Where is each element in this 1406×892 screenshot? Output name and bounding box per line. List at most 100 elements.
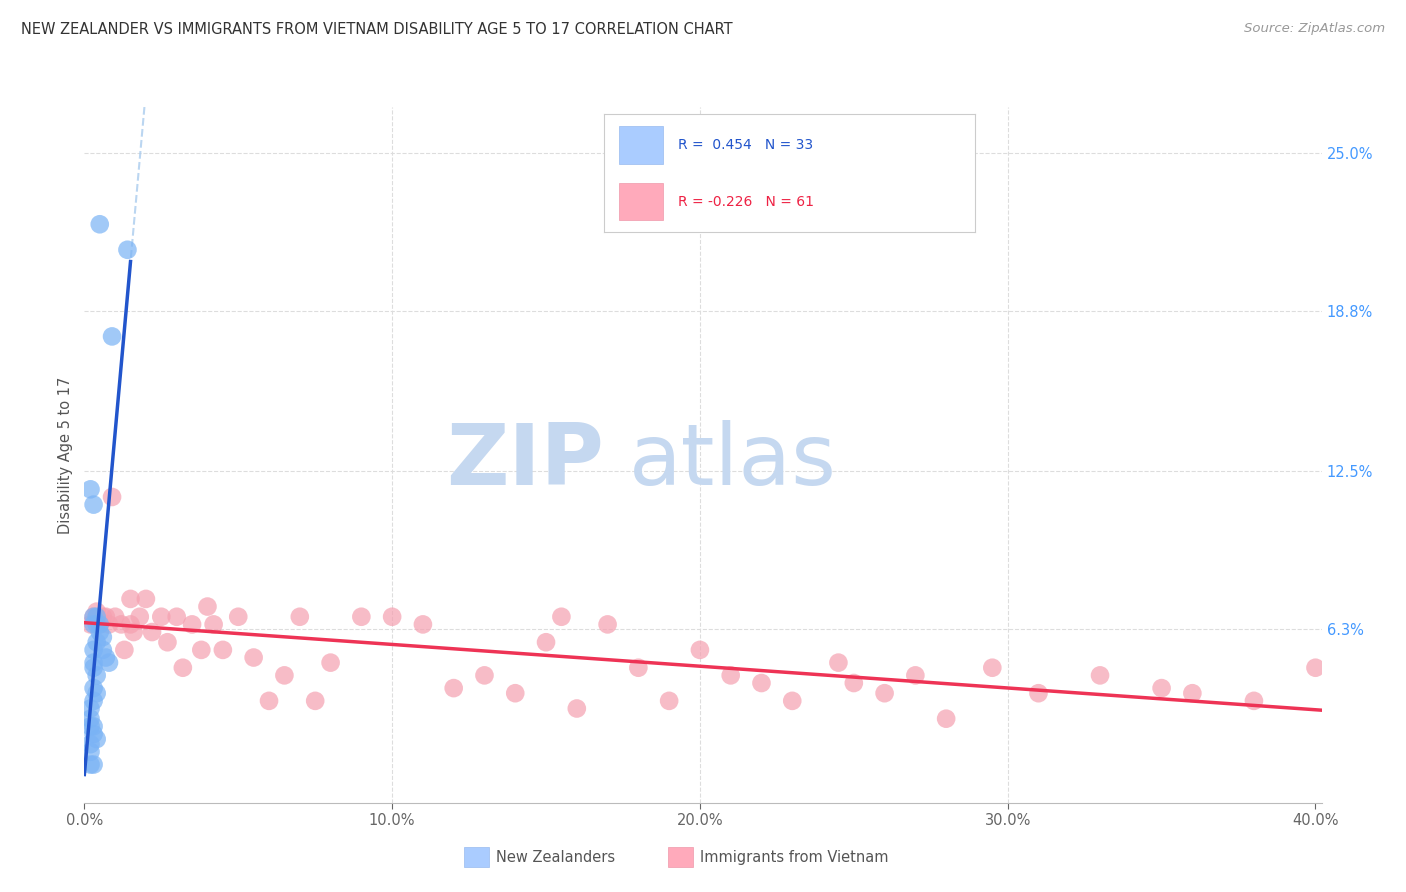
Point bbox=[117, 243, 139, 257]
Point bbox=[150, 609, 173, 624]
Point bbox=[720, 668, 742, 682]
Point bbox=[104, 609, 127, 624]
Point bbox=[474, 668, 496, 682]
Point bbox=[842, 676, 865, 690]
Point bbox=[904, 668, 927, 682]
Point bbox=[981, 661, 1004, 675]
Point bbox=[350, 609, 373, 624]
Point bbox=[98, 656, 121, 670]
Point bbox=[172, 661, 194, 675]
Point bbox=[89, 617, 111, 632]
Point bbox=[83, 609, 105, 624]
Point bbox=[86, 686, 108, 700]
Point bbox=[226, 609, 249, 624]
Point bbox=[83, 609, 105, 624]
Point bbox=[83, 661, 105, 675]
Point bbox=[565, 701, 588, 715]
Point bbox=[94, 609, 117, 624]
Point bbox=[83, 617, 105, 632]
Text: New Zealanders: New Zealanders bbox=[496, 850, 616, 864]
Point bbox=[257, 694, 280, 708]
Point bbox=[120, 617, 142, 632]
Point bbox=[83, 498, 105, 512]
Point bbox=[627, 661, 650, 675]
Point bbox=[658, 694, 681, 708]
Point bbox=[935, 712, 957, 726]
Point bbox=[86, 617, 108, 632]
Point bbox=[827, 656, 849, 670]
Point bbox=[79, 757, 101, 772]
Point bbox=[86, 605, 108, 619]
Y-axis label: Disability Age 5 to 17: Disability Age 5 to 17 bbox=[58, 376, 73, 533]
Point bbox=[412, 617, 434, 632]
Point bbox=[86, 635, 108, 649]
Point bbox=[112, 643, 135, 657]
Point bbox=[135, 591, 157, 606]
Point bbox=[79, 617, 101, 632]
Point bbox=[288, 609, 311, 624]
Point bbox=[94, 650, 117, 665]
Point bbox=[242, 650, 264, 665]
Point bbox=[101, 490, 124, 504]
Point bbox=[689, 643, 711, 657]
Point bbox=[128, 609, 150, 624]
Point bbox=[273, 668, 295, 682]
Point bbox=[110, 617, 132, 632]
Text: Source: ZipAtlas.com: Source: ZipAtlas.com bbox=[1244, 22, 1385, 36]
Point bbox=[202, 617, 225, 632]
Point bbox=[91, 630, 114, 644]
Point bbox=[98, 617, 121, 632]
Point bbox=[181, 617, 204, 632]
Point bbox=[86, 732, 108, 747]
Point bbox=[141, 625, 163, 640]
Text: NEW ZEALANDER VS IMMIGRANTS FROM VIETNAM DISABILITY AGE 5 TO 17 CORRELATION CHAR: NEW ZEALANDER VS IMMIGRANTS FROM VIETNAM… bbox=[21, 22, 733, 37]
Point bbox=[89, 217, 111, 231]
Point bbox=[534, 635, 557, 649]
Point bbox=[79, 719, 101, 733]
Point bbox=[86, 609, 108, 624]
Point bbox=[89, 617, 111, 632]
Point bbox=[79, 483, 101, 497]
Point bbox=[83, 719, 105, 733]
Point bbox=[1305, 661, 1327, 675]
Point bbox=[190, 643, 212, 657]
Point bbox=[120, 591, 142, 606]
Point bbox=[83, 727, 105, 741]
Point bbox=[596, 617, 619, 632]
Text: ZIP: ZIP bbox=[446, 420, 605, 503]
Point bbox=[83, 681, 105, 695]
Point bbox=[166, 609, 188, 624]
Point bbox=[91, 609, 114, 624]
Point bbox=[381, 609, 404, 624]
Point bbox=[79, 737, 101, 751]
Point bbox=[79, 701, 101, 715]
Point bbox=[1181, 686, 1204, 700]
Point bbox=[91, 643, 114, 657]
Point bbox=[304, 694, 326, 708]
Point bbox=[1028, 686, 1050, 700]
Point bbox=[443, 681, 465, 695]
Point bbox=[503, 686, 526, 700]
Point bbox=[79, 712, 101, 726]
Point bbox=[83, 694, 105, 708]
Point bbox=[79, 745, 101, 759]
Point bbox=[1150, 681, 1173, 695]
Text: Immigrants from Vietnam: Immigrants from Vietnam bbox=[700, 850, 889, 864]
Point bbox=[197, 599, 219, 614]
Point bbox=[780, 694, 803, 708]
Text: atlas: atlas bbox=[628, 420, 837, 503]
Point bbox=[550, 609, 572, 624]
Point bbox=[83, 643, 105, 657]
Point bbox=[86, 668, 108, 682]
Point bbox=[1088, 668, 1111, 682]
Point bbox=[83, 757, 105, 772]
Point bbox=[122, 625, 145, 640]
Point bbox=[101, 329, 124, 343]
Point bbox=[156, 635, 179, 649]
Point bbox=[751, 676, 773, 690]
Point bbox=[83, 656, 105, 670]
Point bbox=[873, 686, 896, 700]
Point bbox=[89, 625, 111, 640]
Point bbox=[212, 643, 235, 657]
Point bbox=[1243, 694, 1265, 708]
